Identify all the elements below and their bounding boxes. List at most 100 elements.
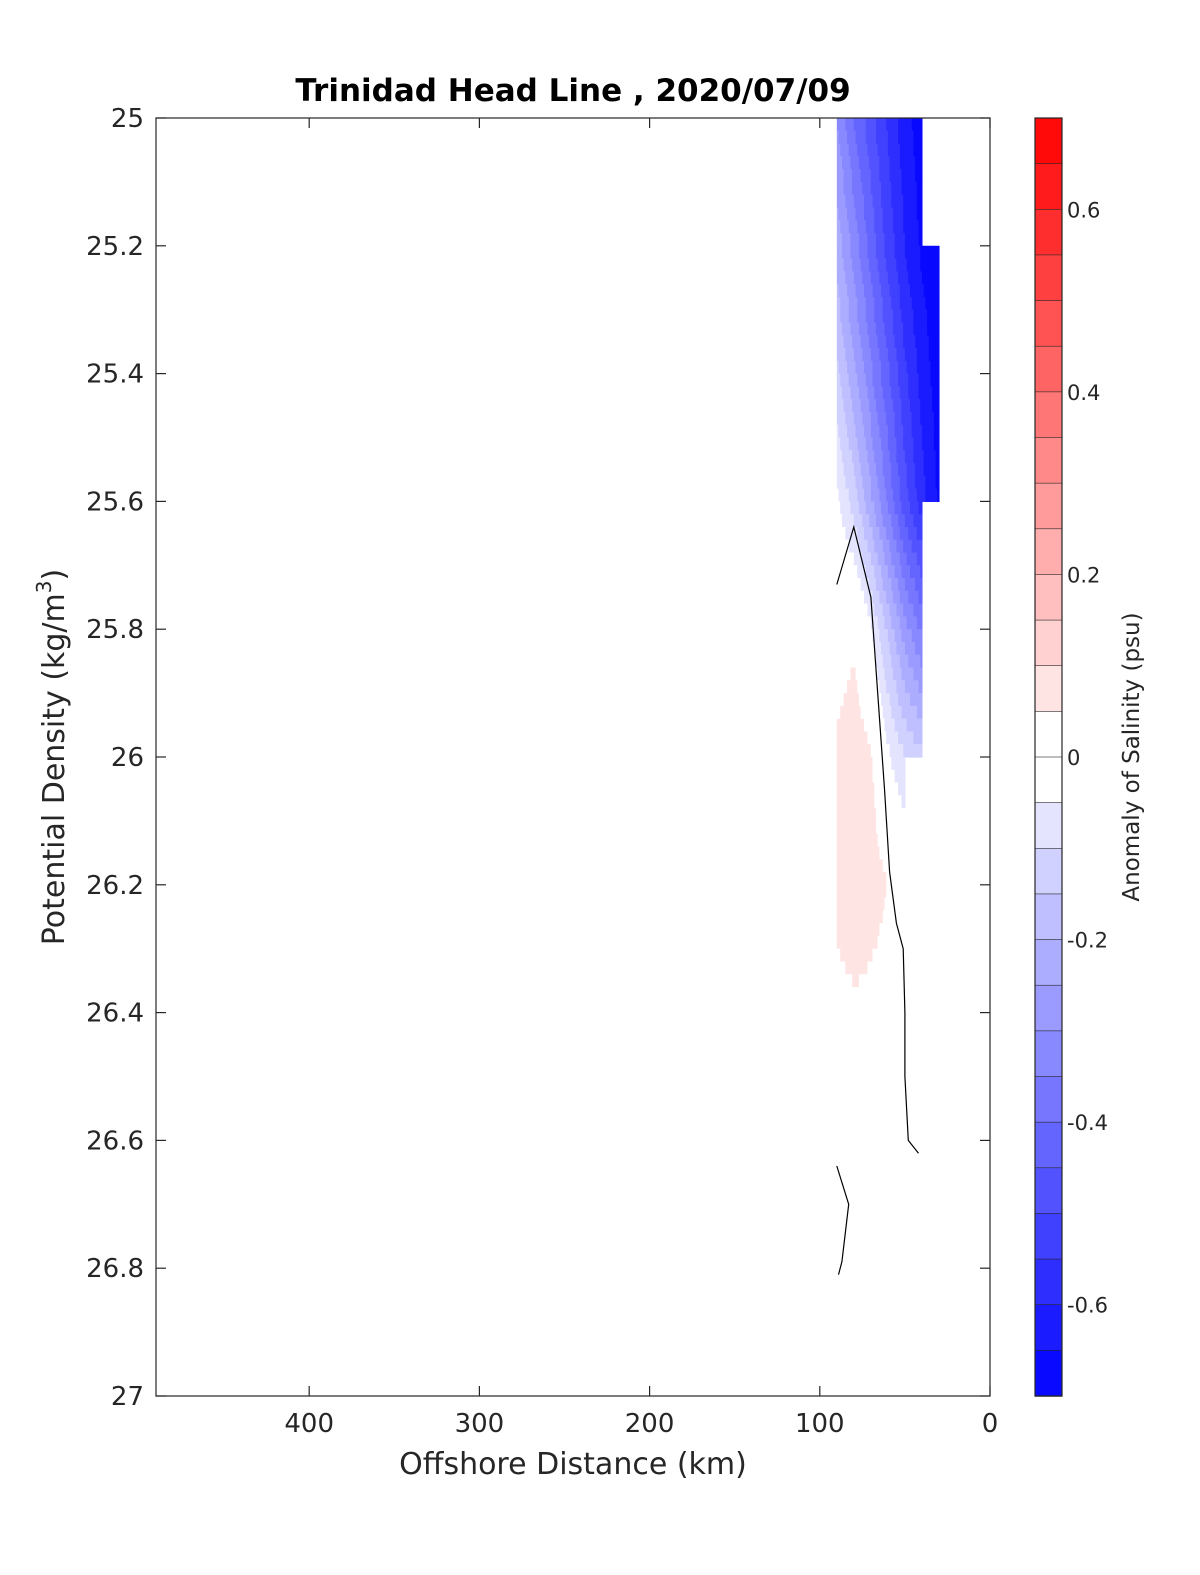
contour-cell — [874, 872, 877, 886]
contour-cell — [894, 935, 897, 950]
contour-cell — [921, 284, 925, 298]
contour-cell — [894, 641, 897, 656]
contour-cell — [855, 539, 858, 554]
contour-cell — [867, 207, 870, 221]
colorbar-band — [1034, 893, 1063, 941]
contour-cell — [872, 424, 875, 439]
contour-cell — [911, 744, 915, 758]
contour-cell — [869, 335, 872, 349]
contour-cell — [933, 296, 937, 311]
contour-cell — [891, 935, 894, 950]
contour-cell — [843, 501, 846, 515]
contour-cell — [855, 1102, 858, 1116]
contour-cell — [836, 1140, 840, 1154]
contour-cell — [887, 156, 891, 170]
contour-cell — [930, 322, 933, 336]
contour-cell — [870, 1050, 874, 1065]
contour-cell — [925, 475, 928, 490]
contour-cell — [882, 1114, 886, 1129]
contour-cell — [899, 718, 903, 733]
contour-cell — [838, 258, 841, 272]
contour-cell — [898, 118, 901, 132]
contour-cell — [881, 680, 884, 694]
contour-cell — [877, 118, 880, 132]
contour-cell — [889, 296, 892, 311]
colorbar-band — [1034, 163, 1063, 210]
contour-cell — [867, 118, 870, 132]
contour-cell — [892, 118, 896, 132]
contour-cell — [894, 335, 897, 349]
contour-cell — [881, 629, 884, 643]
contour-cell — [927, 411, 930, 426]
contour-cell — [879, 987, 882, 1001]
contour-cell — [869, 1012, 872, 1026]
contour-cell — [836, 463, 840, 477]
contour-cell — [858, 641, 862, 656]
contour-cell — [838, 1050, 841, 1065]
contour-cell — [889, 501, 892, 515]
contour-cell — [862, 1114, 865, 1129]
contour-cell — [864, 322, 867, 336]
contour-cell — [841, 450, 845, 464]
contour-cell — [899, 884, 903, 899]
contour-cell — [843, 744, 846, 758]
contour-cell — [892, 501, 896, 515]
contour-cell — [896, 488, 899, 502]
contour-cell — [933, 373, 937, 387]
contour-cell — [899, 411, 903, 426]
contour-cell — [899, 360, 903, 375]
contour-cell — [918, 386, 921, 400]
contour-cell — [887, 539, 891, 554]
contour-cell — [887, 488, 891, 502]
contour-cell — [869, 399, 872, 413]
contour-cell — [840, 667, 843, 681]
contour-cell — [847, 220, 850, 234]
contour-cell — [853, 335, 857, 349]
contour-cell — [879, 411, 882, 426]
contour-cell — [882, 373, 886, 387]
contour-cell — [874, 795, 877, 809]
contour-cell — [869, 808, 872, 822]
contour-cell — [903, 680, 906, 694]
contour-cell — [887, 450, 891, 464]
contour-cell — [838, 565, 841, 579]
contour-cell — [845, 258, 848, 272]
contour-cell — [864, 360, 867, 375]
contour-cell — [867, 284, 870, 298]
contour-cell — [908, 616, 911, 630]
contour-cell — [857, 437, 860, 451]
contour-cell — [892, 284, 896, 298]
contour-cell — [857, 335, 860, 349]
contour-cell — [869, 629, 872, 643]
contour-cell — [865, 705, 869, 720]
contour-cell — [875, 629, 879, 643]
contour-cell — [879, 935, 882, 950]
contour-cell — [881, 846, 884, 860]
contour-cell — [870, 1127, 874, 1141]
y-tick-label: 25.2 — [86, 232, 144, 262]
contour-cell — [884, 769, 887, 784]
contour-cell — [855, 284, 858, 298]
contour-cell — [886, 360, 889, 375]
contour-cell — [937, 411, 940, 426]
contour-cell — [860, 475, 863, 490]
contour-cell — [855, 1076, 858, 1090]
contour-cell — [898, 923, 901, 937]
contour-cell — [898, 859, 901, 873]
contour-cell — [845, 731, 848, 745]
contour-cell — [843, 641, 846, 656]
contour-cell — [838, 501, 841, 515]
contour-cell — [875, 846, 879, 860]
contour-cell — [906, 399, 909, 413]
contour-cell — [887, 169, 891, 183]
contour-cell — [875, 169, 879, 183]
contour-cell — [858, 859, 862, 873]
contour-cell — [867, 514, 870, 528]
contour-cell — [889, 130, 892, 145]
contour-cell — [850, 118, 853, 132]
contour-cell — [847, 233, 850, 247]
contour-cell — [848, 271, 852, 285]
contour-cell — [881, 693, 884, 707]
contour-cell — [836, 820, 840, 835]
contour-cell — [884, 1089, 887, 1103]
